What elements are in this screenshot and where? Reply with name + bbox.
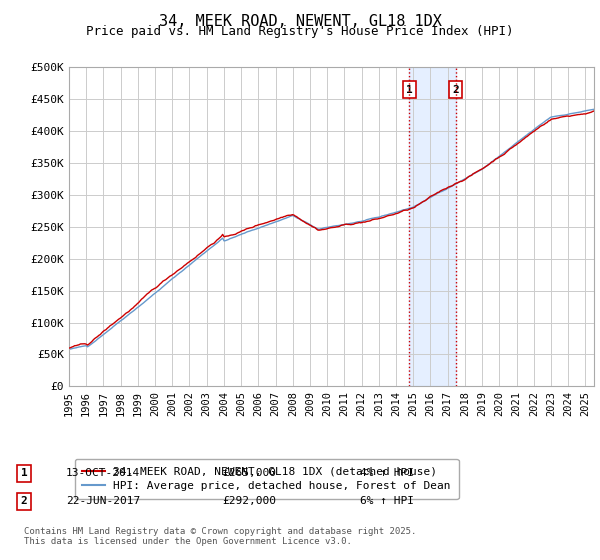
Text: 2: 2	[20, 496, 28, 506]
Text: 1: 1	[20, 468, 28, 478]
Text: £292,000: £292,000	[222, 496, 276, 506]
Text: £265,000: £265,000	[222, 468, 276, 478]
Text: 1: 1	[406, 85, 413, 95]
Text: 4% ↑ HPI: 4% ↑ HPI	[360, 468, 414, 478]
Text: Contains HM Land Registry data © Crown copyright and database right 2025.
This d: Contains HM Land Registry data © Crown c…	[24, 526, 416, 546]
Text: 34, MEEK ROAD, NEWENT, GL18 1DX: 34, MEEK ROAD, NEWENT, GL18 1DX	[158, 14, 442, 29]
Text: 22-JUN-2017: 22-JUN-2017	[66, 496, 140, 506]
Text: 2: 2	[452, 85, 459, 95]
Text: 6% ↑ HPI: 6% ↑ HPI	[360, 496, 414, 506]
Legend: 34, MEEK ROAD, NEWENT, GL18 1DX (detached house), HPI: Average price, detached h: 34, MEEK ROAD, NEWENT, GL18 1DX (detache…	[74, 459, 459, 499]
Text: Price paid vs. HM Land Registry's House Price Index (HPI): Price paid vs. HM Land Registry's House …	[86, 25, 514, 38]
Text: 13-OCT-2014: 13-OCT-2014	[66, 468, 140, 478]
